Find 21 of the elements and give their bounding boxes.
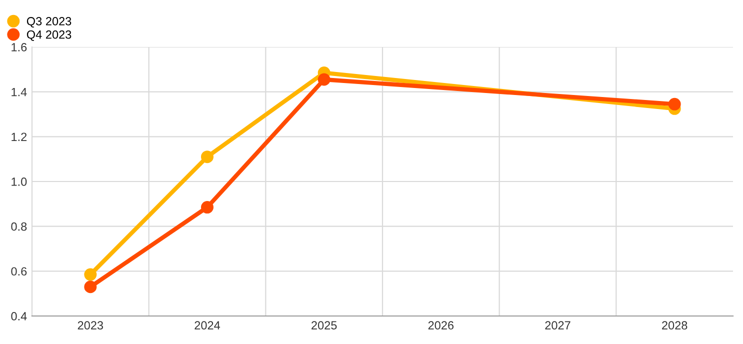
y-tick-label: 1.6: [12, 43, 27, 52]
y-tick-label: 1.0: [12, 178, 27, 186]
x-tick-label: 2024: [194, 321, 220, 330]
y-tick-label: 0.6: [11, 267, 27, 276]
point: [668, 98, 681, 110]
y-tick-label: 0.4: [11, 312, 27, 320]
point: [201, 201, 214, 214]
x-tick-label: 2028: [662, 321, 688, 330]
x-tick-label: 2023: [78, 321, 104, 330]
y-tick-label: 1.4: [12, 88, 27, 96]
x-tick-label: 2027: [545, 321, 570, 330]
point: [201, 150, 214, 164]
point: [318, 73, 330, 86]
x-tick-label: 2025: [312, 321, 337, 330]
legend-label: Q3 2023: [26, 17, 72, 28]
y-tick-label: 1.2: [12, 132, 27, 141]
x-tick-label: 2026: [428, 321, 454, 330]
legend-label: Q4 2023: [26, 30, 72, 41]
y-tick-label: 0.8: [11, 222, 27, 231]
point: [84, 268, 97, 281]
point: [84, 280, 97, 294]
